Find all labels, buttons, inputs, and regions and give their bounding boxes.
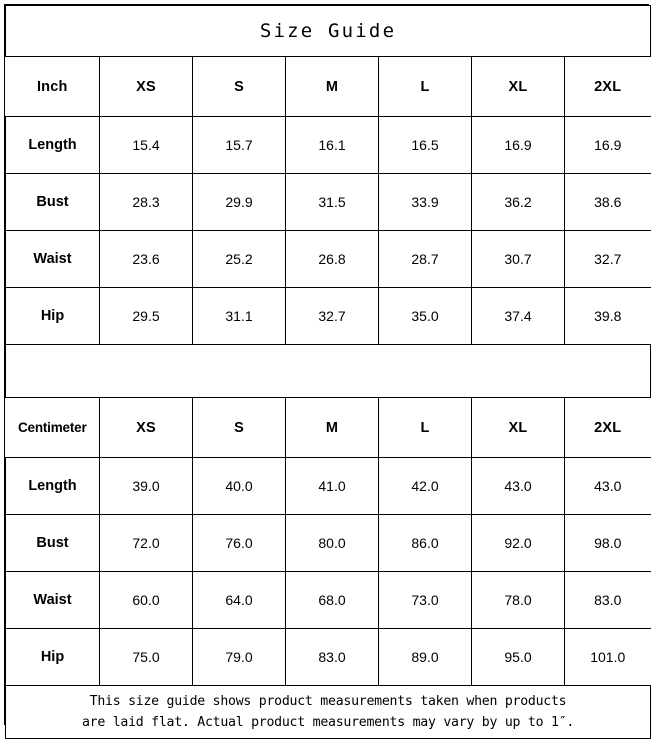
inch-waist-xs: 23.6 — [99, 230, 193, 288]
size-guide-panel: Size Guide Inch XS S M L XL 2XL Length 1… — [4, 4, 652, 739]
table-row: Hip 29.5 31.1 32.7 35.0 37.4 39.8 — [5, 287, 651, 345]
cm-hip-s: 79.0 — [192, 628, 286, 686]
cm-hip-xl: 95.0 — [471, 628, 565, 686]
table-row: Bust 72.0 76.0 80.0 86.0 92.0 98.0 — [5, 514, 651, 572]
cm-header-row: Centimeter XS S M L XL 2XL — [5, 397, 651, 458]
cm-size-header-s: S — [192, 397, 286, 458]
table-row: Bust 28.3 29.9 31.5 33.9 36.2 38.6 — [5, 173, 651, 231]
cm-hip-2xl: 101.0 — [563, 628, 651, 686]
inch-row-label-waist: Waist — [5, 230, 100, 288]
cm-size-header-xs: XS — [99, 397, 193, 458]
table-spacer — [4, 344, 652, 398]
inch-hip-xl: 37.4 — [471, 287, 565, 345]
size-guide-note: This size guide shows product measuremen… — [4, 685, 652, 739]
note-line-1: This size guide shows product measuremen… — [89, 694, 567, 709]
cm-length-l: 42.0 — [378, 457, 472, 515]
inch-waist-l: 28.7 — [378, 230, 472, 288]
cm-bust-m: 80.0 — [285, 514, 379, 572]
cm-size-header-m: M — [285, 397, 379, 458]
cm-bust-xl: 92.0 — [471, 514, 565, 572]
inch-row-label-length: Length — [5, 116, 100, 174]
cm-length-xl: 43.0 — [471, 457, 565, 515]
table-spacer-row — [4, 344, 652, 398]
cm-waist-s: 64.0 — [192, 571, 286, 629]
inch-hip-l: 35.0 — [378, 287, 472, 345]
inch-bust-s: 29.9 — [192, 173, 286, 231]
cm-size-header-l: L — [378, 397, 472, 458]
inch-size-header-xl: XL — [471, 56, 565, 117]
note-row: This size guide shows product measuremen… — [4, 685, 652, 739]
inch-length-xs: 15.4 — [99, 116, 193, 174]
cm-bust-xs: 72.0 — [99, 514, 193, 572]
cm-length-xs: 39.0 — [99, 457, 193, 515]
cm-unit-label: Centimeter — [5, 397, 100, 458]
cm-size-header-xl: XL — [471, 397, 565, 458]
inch-hip-xs: 29.5 — [99, 287, 193, 345]
inch-length-m: 16.1 — [285, 116, 379, 174]
cm-length-s: 40.0 — [192, 457, 286, 515]
cm-bust-l: 86.0 — [378, 514, 472, 572]
inch-waist-xl: 30.7 — [471, 230, 565, 288]
title-row: Size Guide — [4, 5, 652, 57]
inch-unit-label: Inch — [5, 56, 100, 117]
cm-row-label-length: Length — [5, 457, 100, 515]
inch-length-l: 16.5 — [378, 116, 472, 174]
table-row: Hip 75.0 79.0 83.0 89.0 95.0 101.0 — [5, 628, 651, 686]
inch-length-2xl: 16.9 — [563, 116, 651, 174]
table-row: Length 15.4 15.7 16.1 16.5 16.9 16.9 — [5, 116, 651, 174]
inch-waist-2xl: 32.7 — [563, 230, 651, 288]
inch-hip-m: 32.7 — [285, 287, 379, 345]
cm-waist-2xl: 83.0 — [563, 571, 651, 629]
page-title: Size Guide — [4, 5, 652, 57]
cm-row-label-hip: Hip — [5, 628, 100, 686]
inch-bust-xs: 28.3 — [99, 173, 193, 231]
inch-bust-m: 31.5 — [285, 173, 379, 231]
inch-waist-s: 25.2 — [192, 230, 286, 288]
cm-bust-2xl: 98.0 — [563, 514, 651, 572]
size-guide-table: Size Guide Inch XS S M L XL 2XL Length 1… — [4, 5, 652, 739]
cm-hip-xs: 75.0 — [99, 628, 193, 686]
cm-length-m: 41.0 — [285, 457, 379, 515]
cm-hip-m: 83.0 — [285, 628, 379, 686]
inch-row-label-hip: Hip — [5, 287, 100, 345]
inch-hip-2xl: 39.8 — [563, 287, 651, 345]
inch-waist-m: 26.8 — [285, 230, 379, 288]
inch-bust-l: 33.9 — [378, 173, 472, 231]
cm-waist-xs: 60.0 — [99, 571, 193, 629]
inch-row-label-bust: Bust — [5, 173, 100, 231]
inch-bust-xl: 36.2 — [471, 173, 565, 231]
inch-size-header-xs: XS — [99, 56, 193, 117]
table-row: Length 39.0 40.0 41.0 42.0 43.0 43.0 — [5, 457, 651, 515]
cm-row-label-waist: Waist — [5, 571, 100, 629]
cm-row-label-bust: Bust — [5, 514, 100, 572]
inch-length-xl: 16.9 — [471, 116, 565, 174]
table-row: Waist 23.6 25.2 26.8 28.7 30.7 32.7 — [5, 230, 651, 288]
cm-hip-l: 89.0 — [378, 628, 472, 686]
note-line-2: are laid flat. Actual product measuremen… — [81, 715, 575, 730]
inch-size-header-2xl: 2XL — [563, 56, 651, 117]
cm-waist-xl: 78.0 — [471, 571, 565, 629]
cm-size-header-2xl: 2XL — [563, 397, 651, 458]
inch-length-s: 15.7 — [192, 116, 286, 174]
cm-waist-l: 73.0 — [378, 571, 472, 629]
cm-length-2xl: 43.0 — [563, 457, 651, 515]
inch-bust-2xl: 38.6 — [563, 173, 651, 231]
inch-hip-s: 31.1 — [192, 287, 286, 345]
inch-size-header-s: S — [192, 56, 286, 117]
cm-bust-s: 76.0 — [192, 514, 286, 572]
inch-size-header-l: L — [378, 56, 472, 117]
cm-waist-m: 68.0 — [285, 571, 379, 629]
table-row: Waist 60.0 64.0 68.0 73.0 78.0 83.0 — [5, 571, 651, 629]
inch-header-row: Inch XS S M L XL 2XL — [5, 56, 651, 117]
inch-size-header-m: M — [285, 56, 379, 117]
